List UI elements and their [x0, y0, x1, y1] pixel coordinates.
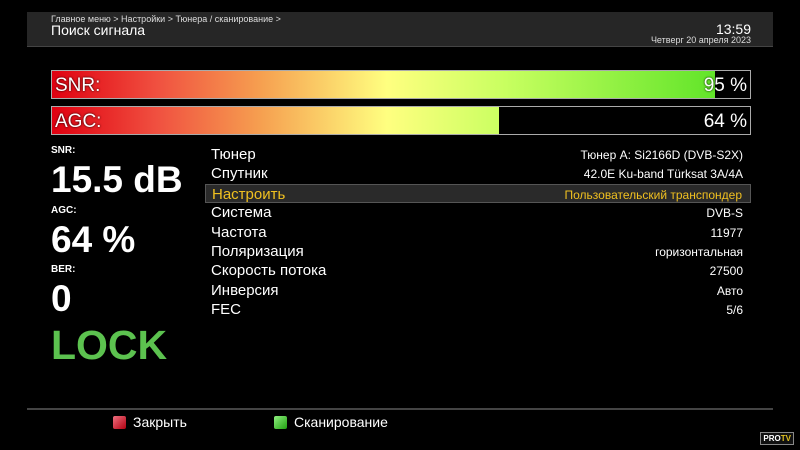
- setting-value: Пользовательский транспондер: [564, 187, 742, 202]
- setting-value: 42.0E Ku-band Türksat 3A/4A: [583, 167, 743, 182]
- ber-value: 0: [51, 278, 72, 319]
- setting-value: DVB-S: [706, 206, 743, 221]
- agc-bar-percent: 64 %: [703, 111, 747, 132]
- breadcrumb: Главное меню > Настройки > Тюнера / скан…: [51, 14, 281, 24]
- ber-label: BER:: [51, 264, 76, 275]
- green-key-icon: [274, 415, 287, 429]
- scan-button[interactable]: Сканирование: [274, 414, 388, 430]
- setting-row[interactable]: Частота 11977: [205, 223, 751, 242]
- snr-label: SNR:: [51, 145, 76, 156]
- setting-row[interactable]: Инверсия Авто: [205, 281, 751, 300]
- setting-value: 27500: [709, 264, 743, 279]
- setting-row[interactable]: Спутник 42.0E Ku-band Türksat 3A/4A: [205, 164, 751, 183]
- snr-bar-percent: 95 %: [703, 75, 747, 96]
- header-bar: Главное меню > Настройки > Тюнера / скан…: [27, 12, 773, 47]
- setting-value: 11977: [710, 225, 743, 240]
- setting-label: Система: [211, 204, 272, 222]
- agc-label: AGC:: [51, 205, 77, 216]
- setting-row[interactable]: Поляризация горизонтальная: [205, 242, 751, 261]
- snr-bar-label: SNR:: [55, 75, 101, 96]
- snr-value: 15.5 dB: [51, 159, 183, 200]
- lock-status: LOCK: [51, 322, 168, 368]
- agc-bar-fill: [52, 107, 499, 134]
- footer-divider: [27, 408, 773, 410]
- setting-label: Поляризация: [211, 243, 304, 260]
- snr-bar: SNR: 95 %: [51, 70, 751, 99]
- agc-bar-label: AGC:: [55, 111, 102, 132]
- close-label: Закрыть: [133, 414, 187, 430]
- setting-label: Спутник: [211, 165, 268, 183]
- close-button[interactable]: Закрыть: [113, 414, 187, 430]
- setting-label: Настроить: [212, 185, 286, 203]
- setting-value: горизонтальная: [655, 245, 743, 259]
- setting-row[interactable]: Система DVB-S: [205, 203, 751, 222]
- red-key-icon: [113, 415, 126, 429]
- channel-logo: PROTV: [760, 432, 794, 445]
- setting-label: Инверсия: [211, 281, 279, 299]
- setting-row[interactable]: Скорость потока 27500: [205, 261, 751, 280]
- setting-value: 5/6: [726, 303, 743, 318]
- setting-label: FEC: [211, 301, 241, 319]
- scan-label: Сканирование: [294, 414, 388, 430]
- setting-label: Частота: [211, 223, 267, 241]
- snr-bar-fill: [52, 71, 716, 98]
- agc-value: 64 %: [51, 219, 136, 260]
- setting-row[interactable]: FEC 5/6: [205, 300, 751, 319]
- clock-date: Четверг 20 апреля 2023: [650, 35, 751, 45]
- setting-label: Тюнер: [211, 146, 256, 163]
- setting-label: Скорость потока: [211, 262, 327, 280]
- setting-row[interactable]: Тюнер Тюнер A: Si2166D (DVB-S2X): [205, 145, 751, 164]
- agc-bar: AGC: 64 %: [51, 106, 751, 135]
- setting-value: Тюнер A: Si2166D (DVB-S2X): [580, 148, 744, 162]
- page-title: Поиск сигнала: [51, 22, 146, 38]
- setting-value: Авто: [716, 283, 743, 298]
- setting-row[interactable]: Настроить Пользовательский транспондер: [205, 183, 751, 203]
- clock-time: 13:59: [715, 21, 751, 37]
